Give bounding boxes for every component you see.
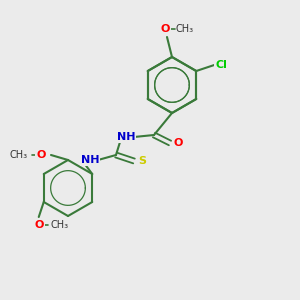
Text: CH₃: CH₃: [176, 24, 194, 34]
Text: CH₃: CH₃: [51, 220, 69, 230]
Text: NH: NH: [81, 155, 99, 165]
Text: S: S: [138, 156, 146, 166]
Text: O: O: [36, 150, 46, 160]
Text: Cl: Cl: [215, 60, 227, 70]
Text: CH₃: CH₃: [10, 150, 28, 160]
Text: O: O: [34, 220, 44, 230]
Text: NH: NH: [117, 132, 135, 142]
Text: O: O: [173, 138, 183, 148]
Text: O: O: [160, 24, 170, 34]
